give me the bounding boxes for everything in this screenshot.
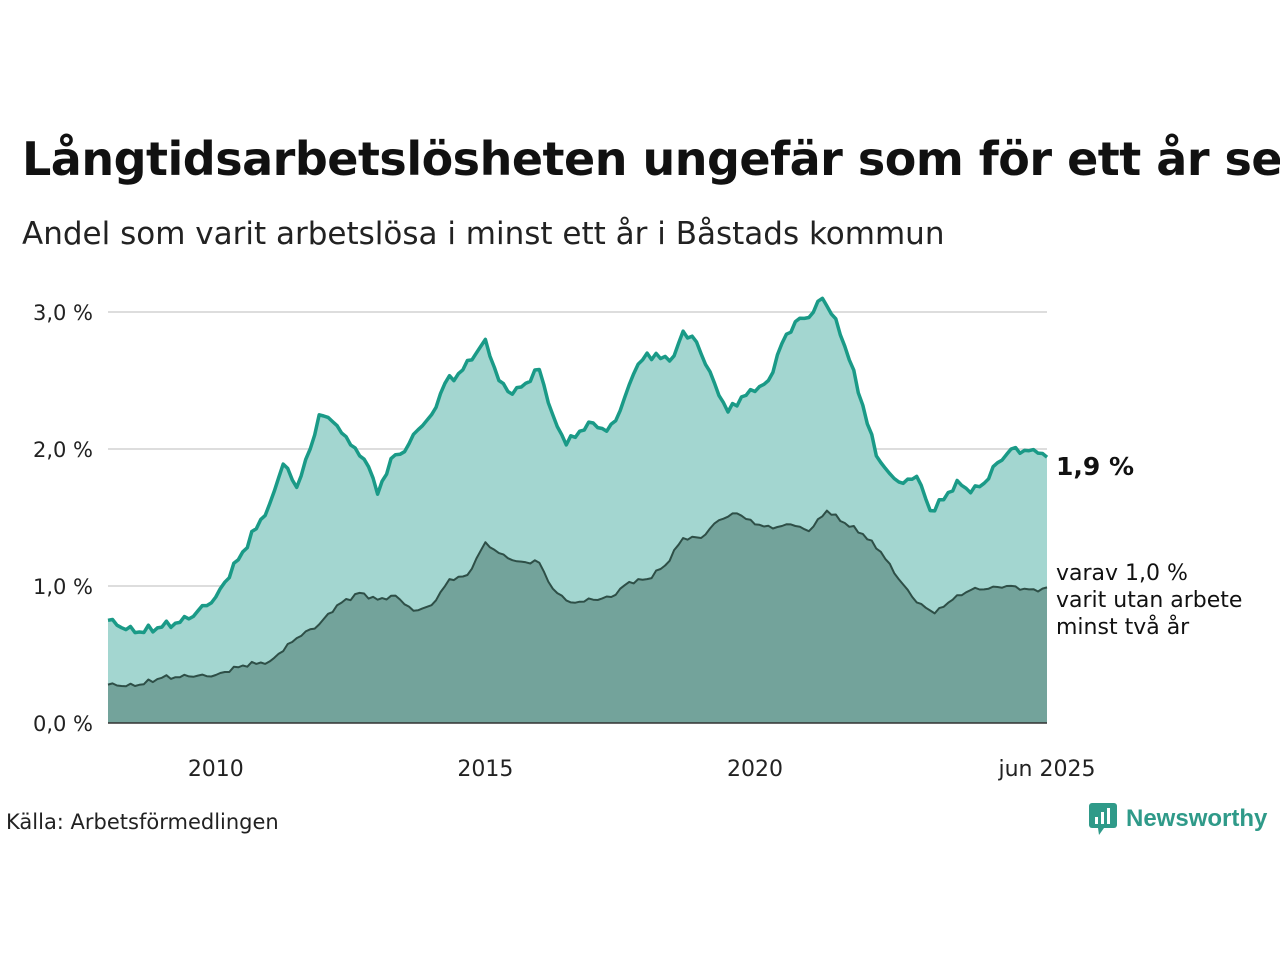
chart-subtitle: Andel som varit arbetslösa i minst ett å… <box>22 216 945 252</box>
chart-title: Långtidsarbetslösheten ungefär som för e… <box>22 132 1280 186</box>
y-tick-label-3: 3,0 % <box>33 301 93 325</box>
series-area-sub <box>108 510 1047 723</box>
y-tick-label-0: 0,0 % <box>33 712 93 736</box>
newsworthy-logo-icon <box>1089 803 1117 835</box>
y-tick-label-1: 1,0 % <box>33 575 93 599</box>
end-value-label: 1,9 % <box>1056 452 1134 481</box>
sub-series-label-line-0: varav 1,0 % <box>1056 561 1188 586</box>
series-line-total <box>107 296 1049 635</box>
brand-name: Newsworthy <box>1126 805 1268 832</box>
x-tick-label-3: jun 2025 <box>998 757 1096 782</box>
series-line-sub <box>107 509 1048 688</box>
x-tick-label-1: 2015 <box>457 757 513 782</box>
x-tick-label-0: 2010 <box>188 757 244 782</box>
sub-series-label-line-1: varit utan arbete <box>1056 588 1242 613</box>
brand-logo: Newsworthy <box>1088 802 1267 836</box>
y-tick-label-2: 2,0 % <box>33 438 93 462</box>
source-note: Källa: Arbetsförmedlingen <box>6 810 279 834</box>
x-tick-label-2: 2020 <box>727 757 783 782</box>
sub-series-label-line-2: minst två år <box>1056 614 1190 640</box>
